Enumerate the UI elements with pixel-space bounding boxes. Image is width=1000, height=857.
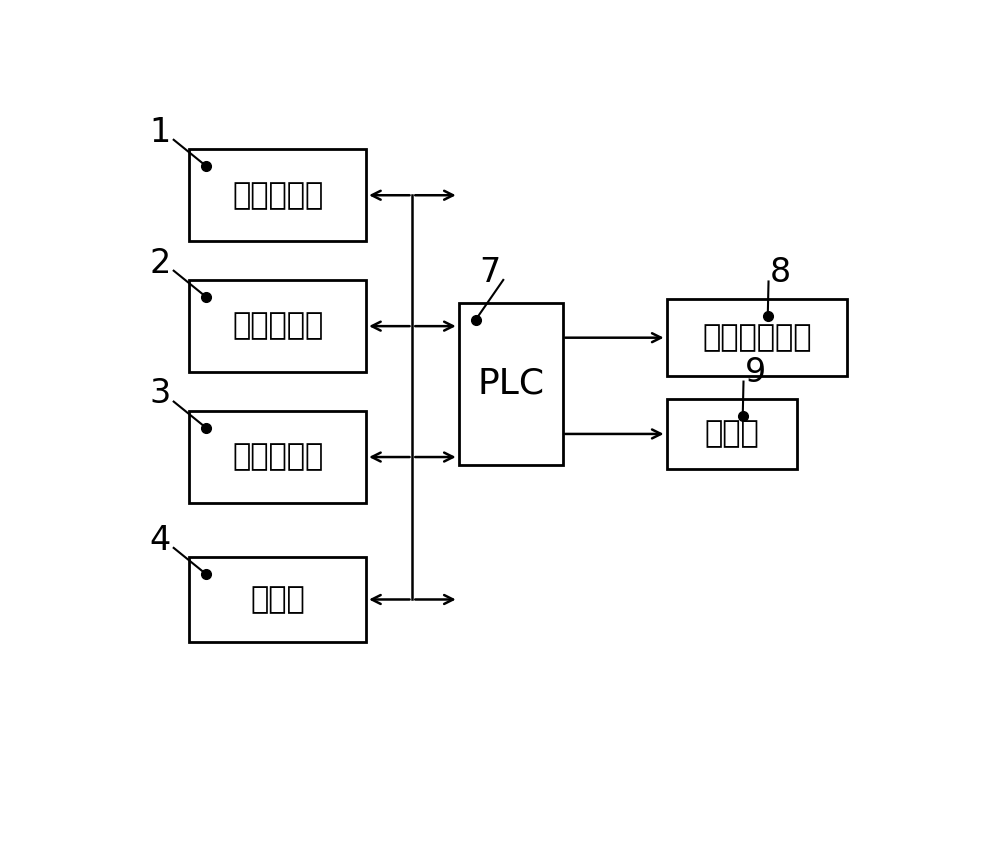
Text: 报警器: 报警器 — [705, 419, 759, 448]
Bar — [459, 303, 563, 464]
Text: 步进梁驱动机: 步进梁驱动机 — [702, 323, 812, 352]
Text: 2: 2 — [149, 247, 171, 279]
Text: 第一检测器: 第一检测器 — [232, 181, 323, 210]
Text: 第三检测器: 第三检测器 — [232, 442, 323, 471]
Bar — [189, 557, 366, 642]
Text: 监控器: 监控器 — [250, 585, 305, 614]
Bar — [666, 299, 847, 376]
Text: 4: 4 — [149, 524, 170, 557]
Text: 8: 8 — [770, 255, 791, 289]
Bar — [666, 399, 797, 469]
Text: PLC: PLC — [477, 367, 544, 401]
Text: 3: 3 — [149, 377, 170, 411]
Text: 第二检测器: 第二检测器 — [232, 312, 323, 340]
Bar — [189, 149, 366, 242]
Text: 1: 1 — [149, 116, 170, 148]
Bar — [189, 411, 366, 503]
Text: 7: 7 — [479, 255, 500, 289]
Text: 9: 9 — [744, 356, 766, 389]
Bar — [189, 280, 366, 372]
